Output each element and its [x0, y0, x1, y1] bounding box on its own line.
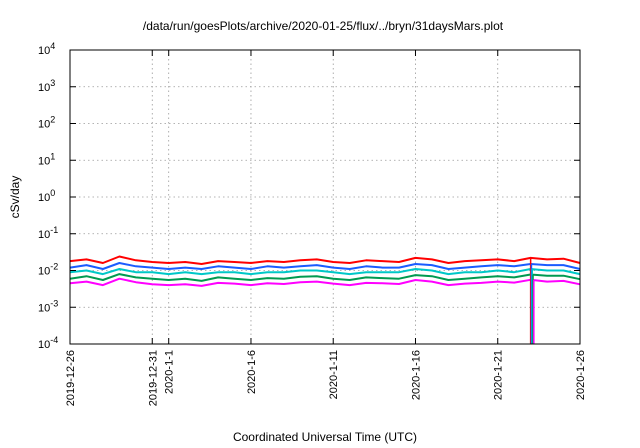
y-axis-label: cSv/day [8, 176, 22, 219]
x-axis-label: Coordinated Universal Time (UTC) [233, 430, 417, 444]
series-line [69, 262, 581, 270]
x-tick-label: 2019-12-31 [147, 350, 159, 406]
x-tick-label: 2020-1-21 [493, 350, 505, 400]
y-axis: 10-4 10-3 10-2 10-1 100 101 102 103 104 [38, 41, 580, 351]
grid-lines [70, 50, 580, 344]
y-tick-label: 10-4 [38, 335, 58, 351]
y-tick-label: 103 [38, 78, 55, 94]
y-tick-label: 10-3 [38, 298, 58, 314]
y-tick-label: 101 [38, 151, 55, 167]
series-line [69, 255, 581, 265]
series-line [69, 268, 581, 276]
series-line [69, 277, 581, 287]
y-tick-label: 102 [38, 115, 55, 131]
x-tick-label: 2019-12-26 [65, 350, 77, 406]
series-line [69, 273, 581, 282]
x-axis: 2019-12-26 2019-12-31 2020-1-1 2020-1-6 2020… [65, 50, 587, 406]
chart-title: /data/run/goesPlots/archive/2020-01-25/f… [143, 19, 504, 33]
y-tick-label: 104 [38, 41, 55, 57]
x-tick-label: 2020-1-1 [164, 350, 176, 394]
y-tick-label: 10-1 [38, 225, 58, 241]
x-tick-label: 2020-1-11 [328, 350, 340, 399]
x-tick-label: 2020-1-6 [246, 350, 258, 394]
y-tick-label: 10-2 [38, 262, 58, 278]
x-tick-label: 2020-1-16 [410, 350, 422, 400]
x-tick-label: 2020-1-26 [575, 350, 587, 400]
y-tick-label: 100 [38, 188, 55, 204]
series-lines [69, 255, 581, 344]
